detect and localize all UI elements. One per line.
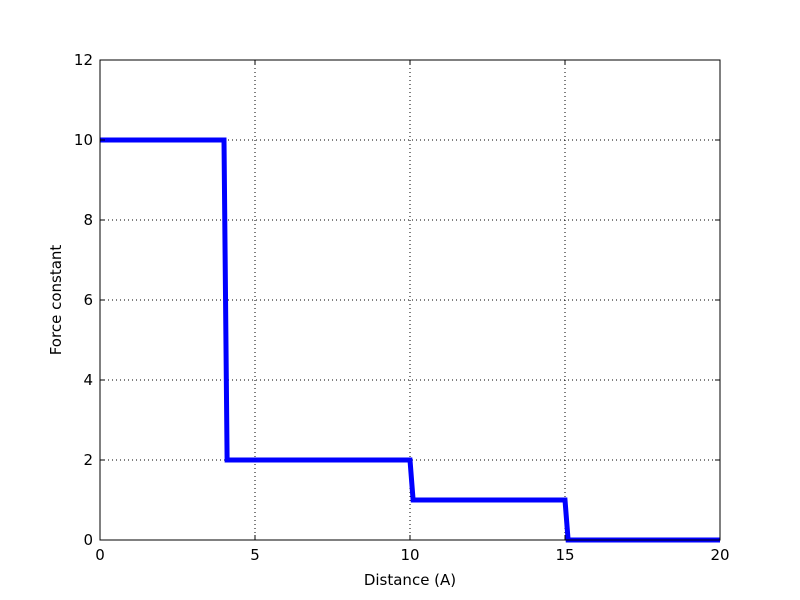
x-tick-label: 15 xyxy=(555,546,574,564)
x-tick-label: 5 xyxy=(250,546,260,564)
y-tick-label: 4 xyxy=(83,371,93,389)
tick-marks xyxy=(99,59,721,541)
y-tick-label: 0 xyxy=(83,531,93,549)
y-tick-label: 2 xyxy=(83,451,93,469)
x-tick-labels: 0 5 10 15 20 xyxy=(95,546,729,564)
series-layer xyxy=(100,137,720,543)
y-tick-label: 10 xyxy=(74,131,93,149)
x-axis-label: Distance (A) xyxy=(364,571,456,589)
y-tick-label: 12 xyxy=(74,51,93,69)
series-line xyxy=(100,137,720,543)
y-tick-labels: 0 2 4 6 8 10 12 xyxy=(74,51,93,549)
y-tick-label: 8 xyxy=(83,211,93,229)
grid-lines xyxy=(100,60,720,540)
x-tick-label: 20 xyxy=(710,546,729,564)
y-axis-label: Force constant xyxy=(47,245,65,356)
x-tick-label: 0 xyxy=(95,546,105,564)
x-tick-label: 10 xyxy=(400,546,419,564)
y-tick-label: 6 xyxy=(83,291,93,309)
